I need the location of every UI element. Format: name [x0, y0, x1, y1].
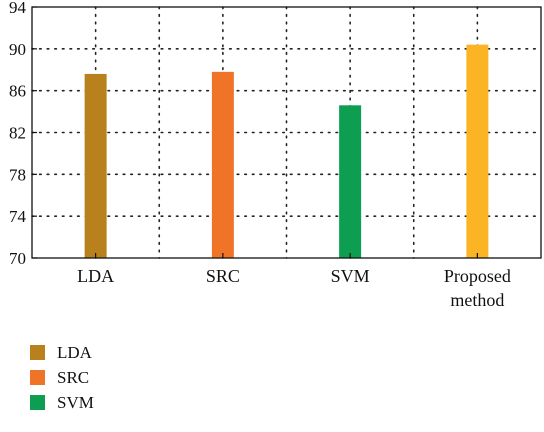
y-tick-label-94: 94	[9, 0, 27, 17]
y-tick-label-86: 86	[9, 82, 26, 101]
y-tick-label-74: 74	[9, 207, 27, 226]
legend: LDA SRC SVM	[30, 340, 94, 415]
legend-swatch-svm	[30, 395, 45, 410]
bar-chart: 70 74 78 82 86 90 94 LDA SRC SVM Proposed method	[9, 0, 542, 310]
y-tick-label-82: 82	[9, 124, 26, 143]
legend-label-svm: SVM	[57, 392, 94, 412]
bar-proposed-method	[466, 44, 489, 259]
bar-svm	[339, 105, 362, 258]
legend-swatch-src	[30, 370, 45, 385]
x-tick-label-3-1: method	[450, 290, 504, 310]
x-tick-label-3-0: Proposed	[444, 266, 511, 286]
bar-lda	[84, 73, 107, 258]
legend-item-svm: SVM	[30, 390, 94, 415]
bars	[84, 44, 489, 259]
y-axis-ticks: 70 74 78 82 86 90 94	[9, 0, 37, 268]
legend-label-src: SRC	[57, 367, 90, 387]
x-tick-label-1-0: SRC	[206, 266, 240, 286]
y-tick-label-90: 90	[9, 40, 26, 59]
y-tick-label-70: 70	[9, 249, 26, 268]
y-tick-label-78: 78	[9, 165, 26, 184]
legend-swatch-lda	[30, 345, 45, 360]
grid-lines	[31, 6, 542, 259]
legend-item-lda: LDA	[30, 340, 94, 365]
x-tick-label-0-0: LDA	[77, 266, 114, 286]
x-tick-label-2-0: SVM	[331, 266, 370, 286]
bar-src	[211, 71, 234, 258]
x-axis-ticks: LDA SRC SVM Proposed method	[77, 253, 511, 310]
legend-label-lda: LDA	[57, 342, 92, 362]
legend-item-src: SRC	[30, 365, 94, 390]
